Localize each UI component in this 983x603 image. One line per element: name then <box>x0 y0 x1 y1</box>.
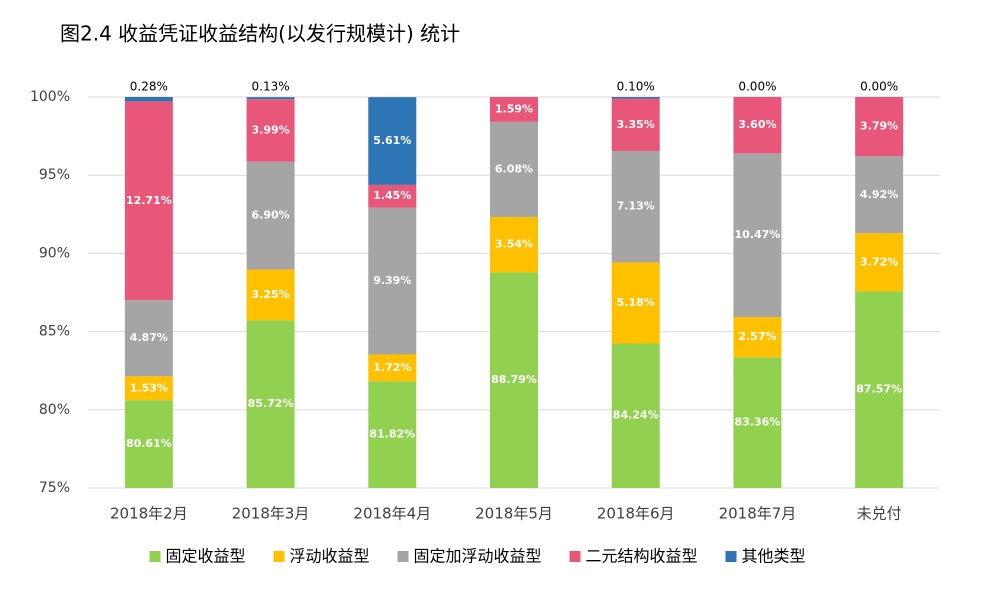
legend-label: 二元结构收益型 <box>586 547 698 566</box>
value-label: 83.36% <box>735 416 781 429</box>
value-label: 5.18% <box>617 296 655 309</box>
value-label: 3.25% <box>251 288 289 301</box>
bar-segment <box>611 343 660 488</box>
bar-segment <box>368 184 417 208</box>
value-label: 9.39% <box>373 274 411 287</box>
value-label: 7.13% <box>617 200 655 213</box>
bar-segment <box>246 97 295 100</box>
bar-segment <box>733 97 782 154</box>
value-label: 0.28% <box>130 80 168 94</box>
value-label: 1.72% <box>373 361 411 374</box>
bar-segment <box>611 150 660 263</box>
bar-segment <box>611 98 660 151</box>
bar-segment <box>733 357 782 488</box>
value-label: 0.00% <box>738 80 776 94</box>
bar-segment <box>611 262 660 344</box>
x-tick-label: 2018年6月 <box>597 505 675 523</box>
bar-segment <box>855 291 904 488</box>
value-label: 10.47% <box>735 228 781 241</box>
bar-segment <box>490 121 538 217</box>
value-label: 80.61% <box>126 437 172 450</box>
value-label: 3.60% <box>738 118 776 131</box>
y-tick-label: 85% <box>39 324 70 340</box>
bar-segment <box>490 97 538 122</box>
bar-segment <box>246 269 295 321</box>
legend-swatch <box>149 551 161 562</box>
bar-segment <box>855 156 904 234</box>
value-label: 3.35% <box>617 118 655 131</box>
y-tick-label: 90% <box>39 245 70 261</box>
value-label: 85.72% <box>248 397 294 410</box>
bar-segment <box>733 317 782 358</box>
value-label: 0.10% <box>617 80 655 94</box>
bar-segment <box>490 216 538 273</box>
bar-segment <box>124 101 173 301</box>
x-tick-label: 2018年2月 <box>110 505 188 523</box>
bar-segment <box>124 376 173 401</box>
value-label: 12.71% <box>126 194 172 207</box>
bar-segment <box>124 97 173 102</box>
value-label: 3.99% <box>251 123 289 136</box>
x-tick-label: 2018年3月 <box>232 505 310 523</box>
value-label: 81.82% <box>369 428 415 441</box>
legend-swatch <box>397 551 409 562</box>
value-label: 4.92% <box>860 188 898 201</box>
legend-label: 其他类型 <box>742 547 806 566</box>
value-label: 6.08% <box>495 162 533 175</box>
bar-segment <box>124 300 173 377</box>
bar-segment <box>368 381 417 488</box>
legend-swatch <box>273 551 285 562</box>
bar-segment <box>611 97 660 99</box>
value-label: 6.90% <box>251 209 289 222</box>
legend-label: 浮动收益型 <box>290 547 370 566</box>
legend-label: 固定加浮动收益型 <box>414 547 542 566</box>
bar-segment <box>855 233 904 292</box>
value-label: 87.57% <box>856 383 902 396</box>
value-label: 3.54% <box>495 238 533 251</box>
value-label: 0.13% <box>252 80 290 94</box>
x-tick-label: 未兑付 <box>857 505 902 523</box>
bar-segment <box>490 272 538 488</box>
y-tick-label: 80% <box>39 402 70 418</box>
x-tick-label: 2018年5月 <box>475 505 553 523</box>
value-label: 3.79% <box>860 120 898 133</box>
chart-title: 图2.4 收益凭证收益结构(以发行规模计) 统计 <box>60 22 460 46</box>
x-tick-label: 2018年7月 <box>719 505 797 523</box>
value-label: 88.79% <box>491 373 537 386</box>
y-tick-label: 100% <box>30 89 70 105</box>
bar-segment <box>246 161 295 270</box>
bar-segment <box>368 354 417 382</box>
value-label: 1.59% <box>495 102 533 115</box>
y-tick-label: 95% <box>39 167 70 183</box>
bar-segment <box>368 97 417 185</box>
bar-segment <box>124 400 173 488</box>
legend-swatch <box>725 551 737 562</box>
value-label: 4.87% <box>130 331 168 344</box>
x-tick-label: 2018年4月 <box>353 505 431 523</box>
value-label: 3.72% <box>860 255 898 268</box>
bar-segment <box>246 99 295 162</box>
bar-segment <box>733 153 782 318</box>
bar-segment <box>368 207 417 355</box>
value-label: 1.45% <box>373 189 411 202</box>
value-label: 1.53% <box>130 381 168 394</box>
bar-segment <box>855 97 904 157</box>
value-label: 84.24% <box>613 409 659 422</box>
y-tick-label: 75% <box>39 480 70 496</box>
legend-label: 固定收益型 <box>166 547 246 566</box>
value-label: 2.57% <box>738 330 776 343</box>
legend-swatch <box>569 551 581 562</box>
bar-segment <box>246 320 295 488</box>
value-label: 0.00% <box>860 80 898 94</box>
value-label: 5.61% <box>373 134 411 147</box>
